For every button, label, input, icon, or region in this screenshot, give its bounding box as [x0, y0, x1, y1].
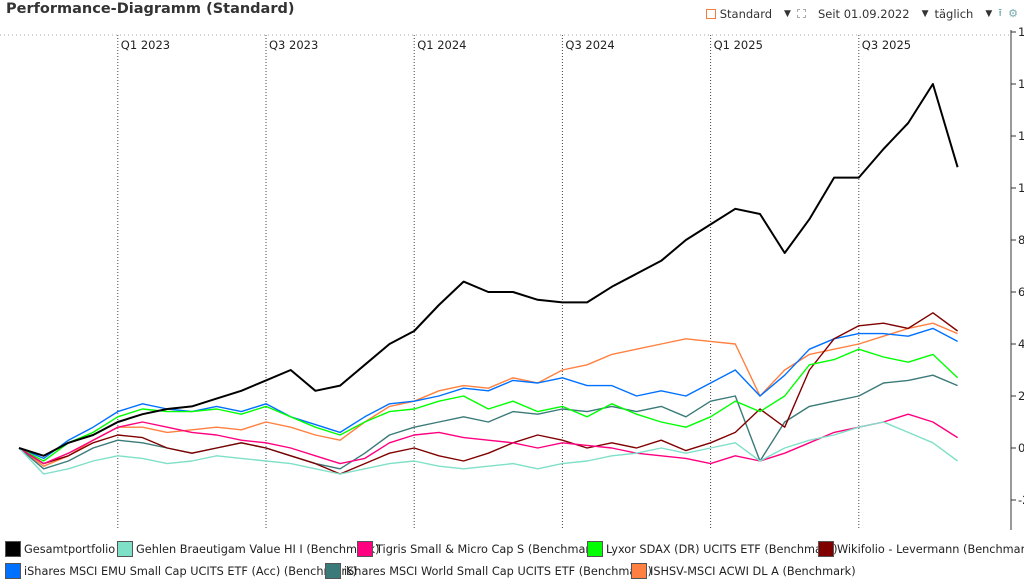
legend-swatch — [117, 541, 133, 557]
x-tick-label: Q3 2025 — [862, 38, 911, 52]
interval-select[interactable]: täglich ▼ — [934, 7, 992, 21]
legend-swatch — [5, 563, 21, 579]
x-tick-label: Q1 2024 — [417, 38, 466, 52]
gear-icon[interactable]: ⚙ — [1008, 7, 1018, 20]
series-line-5 — [18, 327, 958, 460]
view-select[interactable]: Standard ▼ — [705, 6, 791, 21]
legend-label: Tigris Small & Micro Cap S (Benchmark) — [376, 542, 601, 556]
legend-label: Gesamtportfolio — [24, 542, 116, 556]
legend-item[interactable]: Gehlen Braeutigam Value HI I (Benchmark) — [117, 541, 380, 557]
legend-swatch — [357, 541, 373, 557]
legend-item[interactable]: iShares MSCI EMU Small Cap UCITS ETF (Ac… — [5, 563, 357, 579]
series-line-3 — [18, 348, 959, 462]
legend-swatch — [5, 541, 21, 557]
legend-item[interactable]: iShares MSCI World Small Cap UCITS ETF (… — [325, 563, 652, 579]
toolbar: Standard ▼ Seit 01.09.2022 ▼ täglich ▼ ⭱ ⚙ — [705, 4, 1018, 23]
legend-label: Lyxor SDAX (DR) UCITS ETF (Benchmark) — [606, 542, 838, 556]
y-tick-label: 60% — [1018, 285, 1024, 299]
export-icon[interactable]: ⭱ — [998, 6, 1003, 19]
y-tick-label: 40% — [1018, 337, 1024, 351]
y-tick-label: 80% — [1018, 233, 1024, 247]
series-line-0 — [18, 83, 959, 457]
chart-view-icon — [705, 8, 716, 19]
legend-item[interactable]: Tigris Small & Micro Cap S (Benchmark) — [357, 541, 601, 557]
x-tick-label: Q3 2024 — [565, 38, 614, 52]
legend-item[interactable]: Wikifolio - Levermann (Benchmark) — [818, 541, 1024, 557]
legend-label: Gehlen Braeutigam Value HI I (Benchmark) — [136, 542, 380, 556]
series-line-2 — [18, 413, 958, 465]
legend-item[interactable]: Lyxor SDAX (DR) UCITS ETF (Benchmark) — [587, 541, 838, 557]
legend-label: iShares MSCI World Small Cap UCITS ETF (… — [344, 564, 652, 578]
period-label: Seit 01.09.2022 — [817, 6, 910, 21]
legend-label: iShares MSCI EMU Small Cap UCITS ETF (Ac… — [24, 564, 358, 578]
y-tick-label: 120% — [1018, 129, 1024, 143]
series-line-4 — [18, 312, 959, 475]
view-label: Standard — [719, 6, 773, 21]
y-tick-label: 160% — [1018, 25, 1024, 39]
series-line-7 — [18, 322, 958, 467]
interval-label: täglich — [934, 6, 974, 21]
period-select[interactable]: Seit 01.09.2022 ▼ — [818, 7, 929, 21]
series-line-1 — [18, 421, 959, 475]
series-line-6 — [18, 374, 958, 470]
y-tick-label: -20% — [1018, 493, 1024, 507]
legend-swatch — [587, 541, 603, 557]
legend-swatch — [325, 563, 341, 579]
x-tick-label: Q3 2023 — [269, 38, 318, 52]
y-tick-label: 20% — [1018, 389, 1024, 403]
legend-item[interactable]: ISHSV-MSCI ACWI DL A (Benchmark) — [631, 563, 856, 579]
y-tick-label: 140% — [1018, 77, 1024, 91]
page-title: Performance-Diagramm (Standard) — [6, 1, 295, 17]
legend-swatch — [631, 563, 647, 579]
legend-label: Wikifolio - Levermann (Benchmark) — [837, 542, 1024, 556]
chevron-down-icon: ▼ — [784, 8, 791, 19]
x-tick-label: Q1 2025 — [714, 38, 763, 52]
y-tick-label: 100% — [1018, 181, 1024, 195]
legend-item[interactable]: Gesamtportfolio — [5, 541, 115, 557]
y-tick-label: 0% — [1018, 441, 1024, 455]
chevron-down-icon: ▼ — [985, 8, 993, 19]
legend-label: ISHSV-MSCI ACWI DL A (Benchmark) — [650, 564, 856, 578]
copy-icon[interactable] — [796, 9, 806, 18]
performance-chart: Q1 2023 Q3 2023 Q1 2024 Q3 2024 Q1 2025 Q3 20… — [0, 25, 1024, 530]
legend-swatch — [818, 541, 834, 557]
chevron-down-icon: ▼ — [921, 8, 929, 19]
x-tick-label: Q1 2023 — [121, 38, 170, 52]
